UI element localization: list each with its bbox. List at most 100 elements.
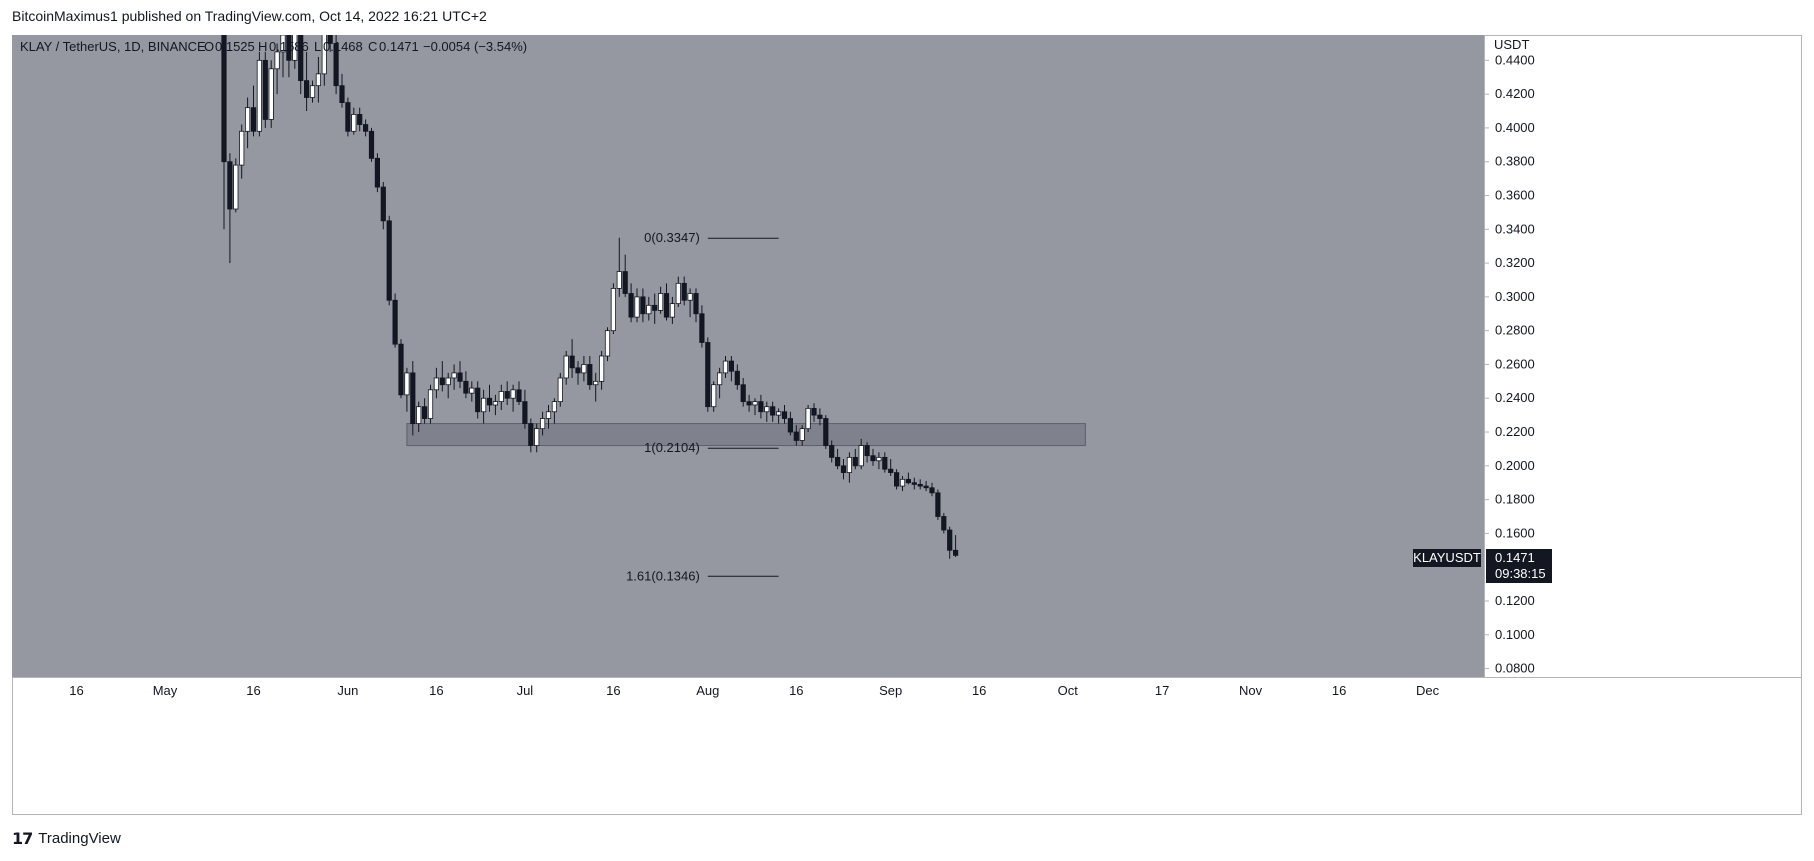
- candle[interactable]: [616, 237, 622, 297]
- candle[interactable]: [888, 459, 894, 476]
- candle[interactable]: [711, 381, 717, 412]
- candle[interactable]: [463, 371, 469, 399]
- candle[interactable]: [416, 401, 422, 433]
- candle[interactable]: [905, 472, 912, 485]
- candle[interactable]: [239, 124, 245, 179]
- candle[interactable]: [274, 43, 280, 95]
- candle[interactable]: [292, 35, 298, 69]
- candle[interactable]: [840, 459, 847, 480]
- candle[interactable]: [357, 107, 363, 132]
- candle[interactable]: [899, 475, 906, 492]
- candle[interactable]: [587, 356, 593, 390]
- candle[interactable]: [339, 73, 345, 108]
- candle[interactable]: [262, 51, 268, 128]
- candle[interactable]: [681, 276, 687, 306]
- candle[interactable]: [333, 35, 339, 95]
- candle[interactable]: [504, 381, 510, 405]
- candle[interactable]: [929, 482, 935, 497]
- price-chart[interactable]: 0(0.3347) 1(0.2104) 1.61(0.1346) KLAY / Te…: [12, 35, 1802, 815]
- candle[interactable]: [669, 296, 676, 324]
- candle[interactable]: [947, 526, 953, 559]
- candle[interactable]: [923, 481, 929, 492]
- candle[interactable]: [829, 440, 835, 463]
- candle[interactable]: [386, 215, 392, 306]
- candle[interactable]: [528, 418, 534, 453]
- candle[interactable]: [622, 254, 628, 297]
- candle[interactable]: [846, 452, 853, 483]
- candle[interactable]: [410, 361, 416, 436]
- candle[interactable]: [433, 367, 440, 399]
- candle[interactable]: [941, 513, 947, 534]
- candle[interactable]: [516, 381, 522, 405]
- candle[interactable]: [693, 288, 699, 323]
- candle[interactable]: [551, 398, 558, 424]
- candle[interactable]: [770, 401, 776, 422]
- candle[interactable]: [581, 356, 587, 382]
- candle[interactable]: [250, 85, 257, 137]
- fib-level[interactable]: 1.61(0.1346): [626, 568, 779, 583]
- candle[interactable]: [811, 403, 817, 422]
- candle[interactable]: [540, 411, 546, 436]
- candle[interactable]: [652, 293, 658, 324]
- candle[interactable]: [758, 394, 764, 419]
- candle[interactable]: [663, 283, 670, 321]
- candle[interactable]: [675, 276, 681, 308]
- candle[interactable]: [510, 384, 516, 412]
- candle[interactable]: [351, 107, 357, 135]
- candle[interactable]: [858, 438, 864, 470]
- candle[interactable]: [545, 404, 552, 429]
- candle[interactable]: [368, 127, 375, 162]
- candle[interactable]: [746, 394, 752, 412]
- candle[interactable]: [781, 404, 788, 424]
- candle[interactable]: [362, 119, 369, 137]
- candle[interactable]: [451, 364, 457, 390]
- candle[interactable]: [628, 283, 634, 323]
- candle[interactable]: [717, 367, 723, 399]
- candle[interactable]: [233, 158, 239, 213]
- candle[interactable]: [534, 423, 540, 453]
- candle[interactable]: [593, 372, 599, 402]
- candle[interactable]: [894, 469, 900, 490]
- candle[interactable]: [734, 364, 740, 390]
- candle[interactable]: [280, 35, 286, 78]
- candle[interactable]: [298, 35, 304, 95]
- candle[interactable]: [799, 425, 805, 446]
- candle[interactable]: [398, 339, 404, 399]
- candle[interactable]: [640, 288, 646, 323]
- candle[interactable]: [221, 35, 227, 230]
- candle[interactable]: [776, 408, 782, 424]
- candle[interactable]: [392, 293, 398, 348]
- candle[interactable]: [457, 361, 463, 389]
- fib-level[interactable]: 1(0.2104): [644, 440, 779, 455]
- candle[interactable]: [469, 381, 475, 402]
- candle[interactable]: [256, 51, 262, 137]
- candle[interactable]: [882, 452, 888, 473]
- candle[interactable]: [327, 35, 333, 52]
- candle[interactable]: [728, 356, 735, 382]
- fib-level[interactable]: 0(0.3347): [644, 230, 779, 245]
- candle[interactable]: [345, 97, 351, 137]
- candle[interactable]: [722, 356, 729, 378]
- plot-area[interactable]: [12, 35, 1484, 677]
- candle[interactable]: [244, 97, 251, 149]
- candle[interactable]: [421, 398, 428, 424]
- candle[interactable]: [864, 442, 870, 463]
- candle[interactable]: [439, 361, 445, 392]
- candle[interactable]: [610, 283, 617, 335]
- candle[interactable]: [752, 398, 758, 416]
- candle[interactable]: [475, 381, 481, 419]
- candle[interactable]: [805, 404, 811, 433]
- candle[interactable]: [935, 489, 941, 520]
- candle[interactable]: [870, 448, 876, 466]
- candle[interactable]: [658, 286, 664, 314]
- support-zone[interactable]: [406, 423, 1086, 447]
- candle[interactable]: [953, 535, 959, 558]
- candle[interactable]: [404, 367, 410, 412]
- candle[interactable]: [575, 361, 581, 385]
- footer-brand[interactable]: 17 TradingView: [12, 829, 121, 848]
- candle[interactable]: [227, 153, 233, 264]
- candle[interactable]: [876, 452, 882, 470]
- candle[interactable]: [486, 384, 493, 412]
- candle[interactable]: [835, 448, 841, 470]
- candle[interactable]: [557, 372, 563, 407]
